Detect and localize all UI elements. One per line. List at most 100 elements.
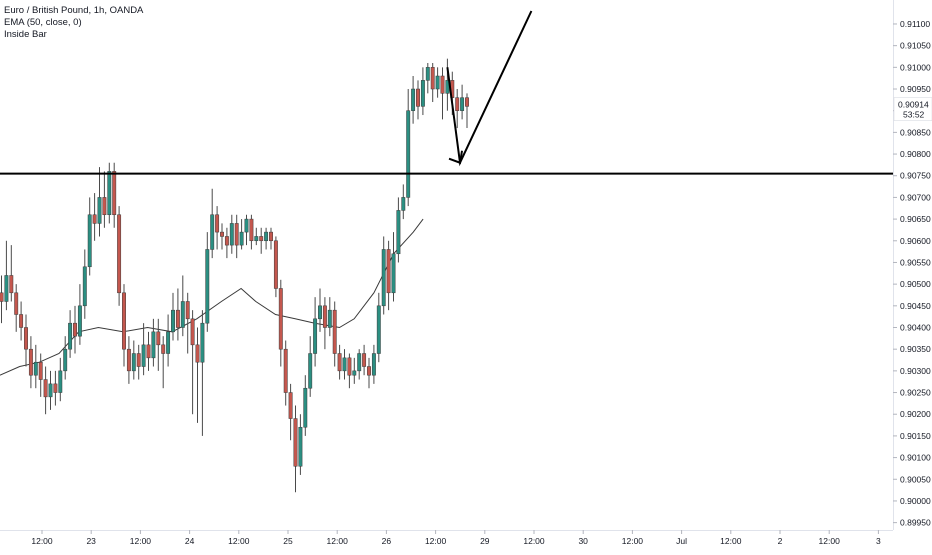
candle-down [38,353,43,397]
candle-down [175,288,180,341]
candle-down [220,223,224,250]
candle-body [185,301,190,320]
candle-body [195,344,200,363]
candle-up [264,227,269,250]
candle-body [416,88,420,107]
projection-arrow-line[interactable] [446,10,533,167]
candle-down [337,344,342,380]
candle-down [430,62,435,103]
candle-up [97,167,102,237]
candle-body [430,67,435,90]
candle-body [220,231,224,237]
candle-body [420,80,425,107]
candle-body [273,240,278,289]
candle-down [24,314,28,367]
candle-down [19,301,24,341]
candle-down [53,370,58,406]
candle-body [122,292,126,350]
candle-down [332,301,337,367]
candle-body [244,218,249,233]
time-tick-label: 24 [185,536,195,546]
candle-up [381,236,386,315]
price-tick-label: 0.90700 [900,192,931,202]
candle-down [14,284,19,332]
candle-up [239,219,244,250]
candle-down [43,366,48,415]
candle-up [420,67,425,116]
candle-body [254,236,259,242]
price-tick-label: 0.90050 [900,474,931,484]
symbol-title[interactable]: Euro / British Pound, 1h, OANDA [4,5,144,16]
candle-body [367,366,371,376]
time-tick-label: 12:00 [720,536,742,546]
time-tick-label: 3 [876,536,881,546]
time-tick-label: 30 [578,536,588,546]
candle-body [303,387,308,428]
time-tick-label: 23 [86,536,96,546]
candle-body [161,344,166,354]
candle-down [386,240,391,311]
price-tick-label: 0.91050 [900,41,931,51]
time-tick-label: 12:00 [228,536,250,546]
candle-up [48,370,53,410]
candle-up [406,89,411,207]
candle-body [63,348,68,372]
price-tick-label: 0.91100 [900,19,930,29]
candle-up [435,67,440,98]
candle-body [19,314,24,328]
candle-up [63,336,68,380]
candle-body [278,288,283,350]
candle-body [146,344,151,359]
ema-indicator-label[interactable]: EMA (50, close, 0) [4,17,82,28]
candle-body [53,383,58,393]
candle-down [102,171,107,228]
candle-body [58,370,63,393]
candle-up [352,357,357,384]
candle-body [151,331,156,359]
candle-body [283,348,288,393]
price-tick-label: 0.90250 [900,388,931,398]
candle-down [126,336,131,384]
price-tick-label: 0.90450 [900,301,931,311]
candle-body [180,301,185,328]
candle-body [401,197,406,211]
candle-up [396,197,401,263]
candle-body [396,210,401,255]
candle-body [327,309,332,328]
candle-body [131,353,136,372]
price-axis[interactable]: 0.911000.910500.910000.909500.909000.908… [893,0,932,550]
candle-up [205,232,210,332]
price-tick-label: 0.90200 [900,409,931,419]
time-tick-label: 12:00 [523,536,545,546]
time-axis[interactable]: 12:00 23 12:00 24 12:00 25 12:00 26 12:00 29 12:00… [0,530,932,550]
candle-up [391,232,396,302]
candle-up [298,414,303,475]
candle-body [425,67,430,81]
candle-body [337,353,342,372]
candle-body [107,171,112,216]
candle-down [224,227,229,259]
price-tick-label: 0.90000 [900,496,931,506]
candle-down [283,340,288,406]
candle-body [440,75,445,94]
candle-body [215,214,220,233]
candle-body [264,231,269,242]
price-tick-label: 0.90100 [900,453,931,463]
candle-body [4,275,9,302]
candle-body [352,370,357,376]
candle-up [357,349,362,380]
candle-down [465,93,469,129]
candle-up [141,323,146,376]
candle-body [97,197,102,224]
candles-layer [0,58,469,493]
inside-bar-study-label[interactable]: Inside Bar [4,29,47,40]
candle-body [156,331,161,346]
projection-arrow-head [448,150,464,165]
candle-body [460,97,465,111]
price-tick-label: 0.90800 [900,149,931,159]
candle-body [411,88,416,111]
price-tick-label: 0.90150 [900,431,931,441]
candle-down [322,297,327,350]
